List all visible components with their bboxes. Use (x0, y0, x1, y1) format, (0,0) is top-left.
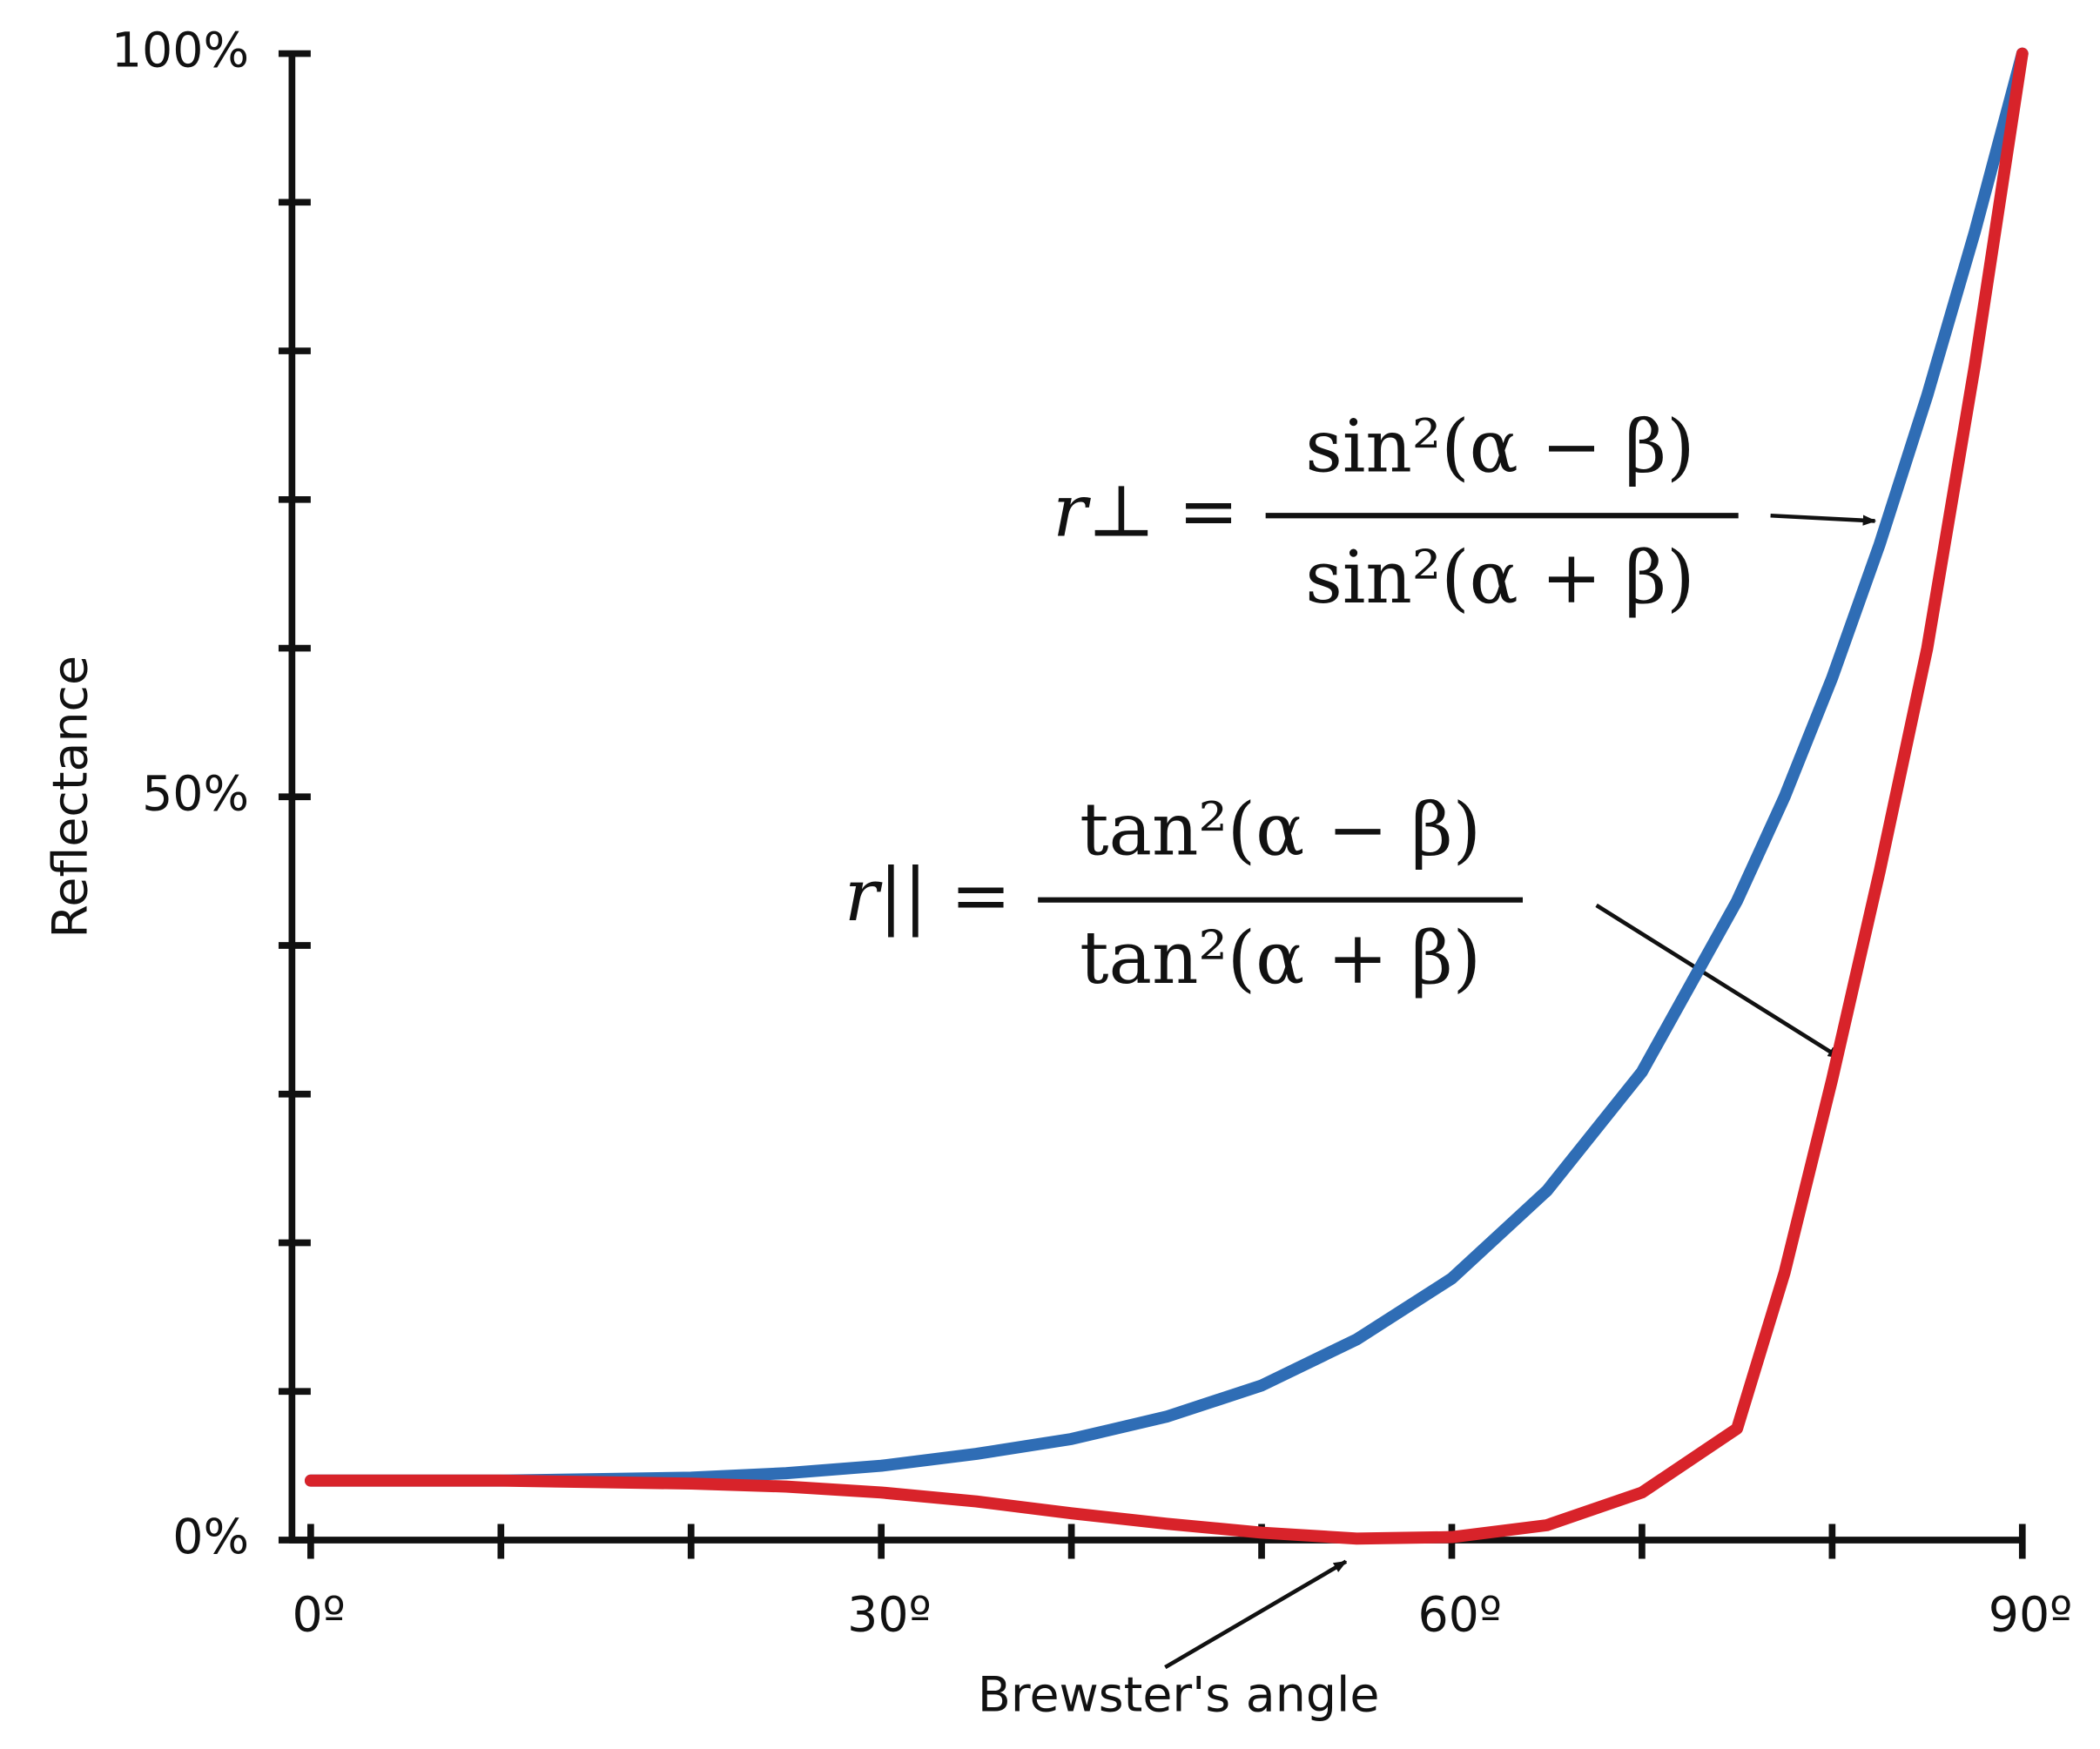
x-tick-label: 30º (847, 1587, 932, 1643)
line (304, 47, 2029, 1545)
formula-numerator: sin²(α − β) (1305, 404, 1694, 488)
formula-lhs: r|| = (845, 853, 1012, 938)
x-tick-label: 0º (292, 1587, 345, 1643)
y-tick-label: 0% (172, 1510, 249, 1565)
x-tick-label: 60º (1417, 1587, 1502, 1643)
formula-numerator: tan²(α − β) (1080, 787, 1481, 871)
arrow (1770, 513, 1877, 526)
y-tick-label: 50% (142, 766, 249, 822)
y-axis-label: Reflectance (44, 656, 99, 938)
formula-denominator: sin²(α + β) (1305, 535, 1694, 620)
formula-denominator: tan²(α + β) (1080, 916, 1481, 1000)
arrow (1595, 903, 1841, 1060)
y-tick-label: 100% (111, 24, 249, 79)
arrow (1164, 1559, 1348, 1670)
formula-lhs: r⊥ = (1053, 468, 1239, 553)
line (304, 47, 2029, 1487)
x-tick-label: 90º (1989, 1587, 2073, 1643)
annotation: Brewster's angle (978, 1668, 1379, 1724)
